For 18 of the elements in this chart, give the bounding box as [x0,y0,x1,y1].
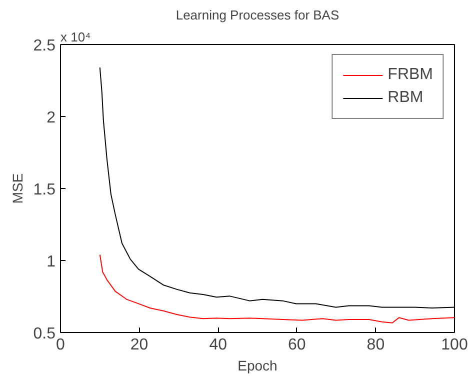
legend-label: RBM [388,89,424,107]
x-axis-title: Epoch [238,358,278,374]
annotation: x 10⁴ [60,30,91,44]
y-tick-label: 1.5 [33,182,56,198]
x-tick-label: 40 [209,336,228,354]
y-tick-label: 2.5 [33,38,56,54]
line-series [99,254,454,324]
y-tick-label: 0.5 [33,326,56,342]
x-tick-label: 20 [130,336,148,354]
x-tick-label: 60 [288,336,306,354]
x-tick-label: 0 [56,336,66,354]
y-tick-label: 2 [46,110,56,126]
chart-title: Learning Processes for BAS [176,8,340,22]
y-tick-label: 1 [46,254,56,270]
y-axis-title: MSE [9,173,26,204]
x-tick-label: 100 [441,336,468,354]
legend-label: FRBM [388,66,433,84]
x-tick-label: 80 [366,336,385,354]
